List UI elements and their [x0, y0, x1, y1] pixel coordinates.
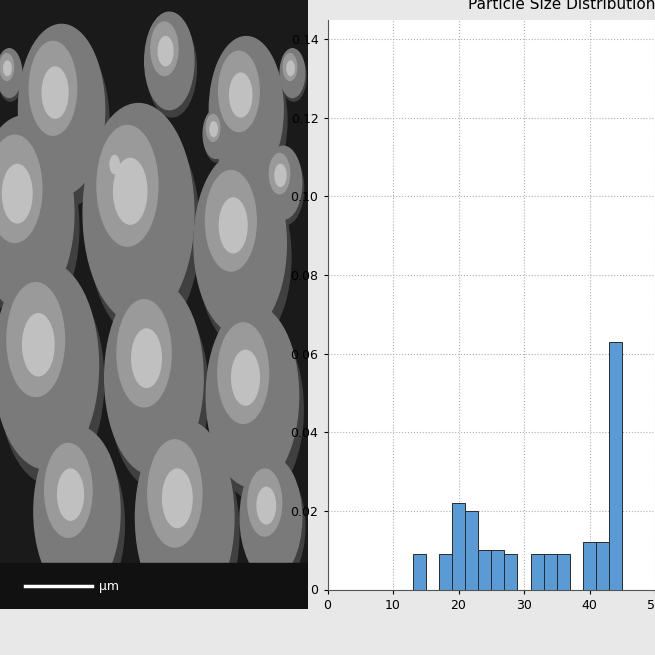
Circle shape — [248, 469, 282, 536]
Circle shape — [102, 140, 132, 201]
Bar — [504, 554, 517, 590]
Circle shape — [203, 109, 228, 159]
Circle shape — [243, 466, 305, 588]
Circle shape — [0, 54, 14, 81]
Circle shape — [204, 113, 229, 162]
Circle shape — [97, 126, 158, 246]
Circle shape — [206, 170, 256, 271]
Circle shape — [145, 12, 194, 109]
Circle shape — [110, 155, 119, 174]
Bar — [452, 503, 465, 590]
Circle shape — [136, 421, 234, 615]
Circle shape — [232, 350, 259, 405]
Circle shape — [42, 67, 68, 118]
Circle shape — [109, 295, 208, 490]
Text: Particle Size Distribution: Particle Size Distribution — [468, 0, 655, 12]
Circle shape — [287, 61, 294, 75]
Bar — [439, 554, 452, 590]
Circle shape — [198, 166, 291, 348]
Circle shape — [280, 48, 305, 98]
Bar — [609, 342, 622, 590]
Circle shape — [257, 487, 276, 524]
Circle shape — [210, 122, 217, 136]
Bar — [531, 554, 544, 590]
Bar — [583, 542, 596, 590]
Bar — [544, 554, 557, 590]
Circle shape — [3, 164, 32, 223]
Circle shape — [105, 146, 122, 179]
Circle shape — [0, 135, 42, 242]
Circle shape — [151, 22, 178, 75]
Circle shape — [267, 152, 303, 225]
Circle shape — [0, 278, 103, 485]
Circle shape — [148, 440, 202, 547]
Circle shape — [210, 37, 283, 183]
Circle shape — [240, 457, 302, 579]
Circle shape — [105, 280, 203, 475]
Circle shape — [0, 130, 79, 326]
Circle shape — [219, 51, 259, 132]
Circle shape — [282, 52, 306, 101]
Circle shape — [230, 73, 252, 117]
Circle shape — [269, 153, 290, 194]
Circle shape — [219, 198, 247, 253]
Bar — [465, 511, 478, 590]
Bar — [557, 554, 570, 590]
Circle shape — [83, 103, 194, 323]
Circle shape — [147, 20, 196, 117]
Circle shape — [58, 469, 83, 520]
Circle shape — [213, 48, 287, 194]
Circle shape — [159, 37, 173, 66]
Circle shape — [218, 323, 269, 423]
Circle shape — [132, 329, 161, 387]
Circle shape — [23, 37, 109, 208]
Bar — [413, 554, 426, 590]
Circle shape — [18, 24, 105, 195]
Circle shape — [88, 120, 200, 339]
Circle shape — [283, 54, 297, 81]
Bar — [491, 550, 504, 590]
Circle shape — [23, 314, 54, 376]
Circle shape — [194, 153, 286, 335]
Circle shape — [4, 61, 11, 75]
Circle shape — [103, 145, 134, 206]
Circle shape — [211, 318, 303, 501]
Circle shape — [34, 426, 120, 597]
Circle shape — [29, 41, 77, 135]
Bar — [478, 550, 491, 590]
Bar — [596, 542, 609, 590]
Circle shape — [0, 48, 22, 98]
Circle shape — [0, 116, 74, 310]
Circle shape — [7, 283, 64, 396]
Circle shape — [113, 159, 147, 224]
Circle shape — [162, 469, 192, 527]
Text: μm: μm — [98, 580, 119, 593]
Circle shape — [206, 115, 220, 141]
Circle shape — [45, 443, 92, 537]
Circle shape — [265, 146, 302, 219]
Circle shape — [0, 52, 23, 101]
Circle shape — [275, 164, 286, 187]
Circle shape — [117, 300, 171, 407]
Circle shape — [0, 262, 98, 469]
Circle shape — [38, 440, 124, 610]
Bar — [0, 563, 308, 609]
Circle shape — [140, 435, 239, 630]
Circle shape — [206, 305, 299, 487]
